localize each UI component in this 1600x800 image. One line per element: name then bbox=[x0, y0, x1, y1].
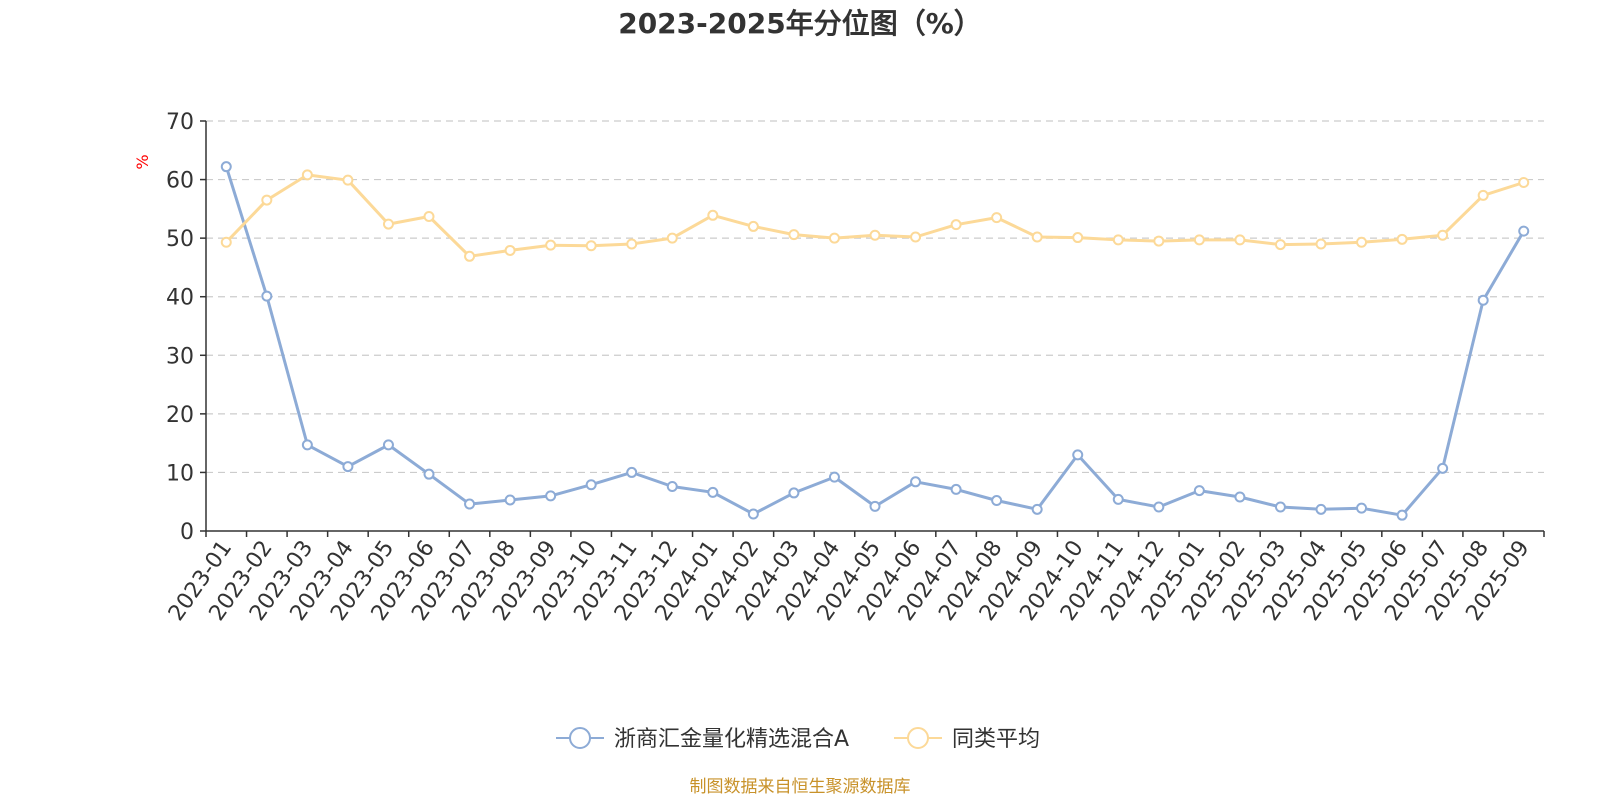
data-point-series-1[interactable] bbox=[1396, 509, 1408, 521]
data-point-series-1[interactable] bbox=[1234, 491, 1246, 503]
data-point-series-1[interactable] bbox=[585, 479, 597, 491]
data-point-series-1[interactable] bbox=[1477, 294, 1489, 306]
data-point-series-2[interactable] bbox=[301, 169, 313, 181]
data-point-series-2[interactable] bbox=[423, 210, 435, 222]
data-point-series-2[interactable] bbox=[707, 209, 719, 221]
data-point-series-1[interactable] bbox=[342, 461, 354, 473]
data-point-series-2[interactable] bbox=[869, 229, 881, 241]
y-tick-label: 60 bbox=[166, 169, 194, 194]
data-point-series-1[interactable] bbox=[423, 468, 435, 480]
data-point-series-1[interactable] bbox=[1315, 503, 1327, 515]
data-point-series-2[interactable] bbox=[1315, 238, 1327, 250]
data-point-series-2[interactable] bbox=[220, 236, 232, 248]
data-point-series-1[interactable] bbox=[261, 290, 273, 302]
y-tick-label: 70 bbox=[166, 110, 194, 135]
y-tick-label: 40 bbox=[166, 286, 194, 311]
data-point-series-2[interactable] bbox=[382, 218, 394, 230]
legend-item-series-2[interactable]: 同类平均 bbox=[894, 727, 1040, 752]
data-point-series-2[interactable] bbox=[1112, 234, 1124, 246]
data-point-series-2[interactable] bbox=[261, 194, 273, 206]
x-axis: 2023-012023-022023-032023-042023-052023-… bbox=[164, 530, 1545, 626]
data-point-series-1[interactable] bbox=[747, 508, 759, 520]
data-point-series-1[interactable] bbox=[788, 487, 800, 499]
data-point-series-1[interactable] bbox=[626, 466, 638, 478]
data-point-series-2[interactable] bbox=[666, 232, 678, 244]
y-tick-label: 20 bbox=[166, 403, 194, 428]
data-point-series-2[interactable] bbox=[1356, 236, 1368, 248]
data-point-series-1[interactable] bbox=[1356, 502, 1368, 514]
data-point-series-2[interactable] bbox=[1193, 234, 1205, 246]
legend-label-series-2: 同类平均 bbox=[952, 727, 1040, 752]
data-point-series-1[interactable] bbox=[220, 161, 232, 173]
data-point-series-2[interactable] bbox=[342, 174, 354, 186]
data-point-series-2[interactable] bbox=[950, 219, 962, 231]
data-point-series-2[interactable] bbox=[1396, 233, 1408, 245]
data-point-series-1[interactable] bbox=[910, 476, 922, 488]
data-point-series-1[interactable] bbox=[1072, 449, 1084, 461]
data-point-series-1[interactable] bbox=[1153, 501, 1165, 513]
data-point-series-1[interactable] bbox=[1274, 501, 1286, 513]
chart-title: 2023-2025年分位图（%） bbox=[618, 7, 982, 40]
y-tick-label: 0 bbox=[180, 520, 194, 545]
y-axis: 0 10 20 30 40 50 60 70 bbox=[166, 110, 207, 545]
data-point-series-1[interactable] bbox=[950, 483, 962, 495]
data-point-series-2[interactable] bbox=[626, 238, 638, 250]
data-point-series-2[interactable] bbox=[910, 231, 922, 243]
source-note: 制图数据来自恒生聚源数据库 bbox=[690, 777, 911, 797]
data-point-series-1[interactable] bbox=[1193, 485, 1205, 497]
data-point-series-1[interactable] bbox=[707, 486, 719, 498]
data-point-series-1[interactable] bbox=[504, 494, 516, 506]
data-point-series-1[interactable] bbox=[1031, 503, 1043, 515]
data-point-series-1[interactable] bbox=[382, 439, 394, 451]
legend-label-series-1: 浙商汇金量化精选混合A bbox=[614, 727, 849, 752]
data-point-series-2[interactable] bbox=[991, 212, 1003, 224]
y-tick-label: 50 bbox=[166, 227, 194, 252]
data-point-series-2[interactable] bbox=[545, 239, 557, 251]
series-line-2 bbox=[225, 173, 1525, 258]
data-point-series-1[interactable] bbox=[1518, 225, 1530, 237]
data-point-series-1[interactable] bbox=[1437, 462, 1449, 474]
series-lines bbox=[224, 166, 1525, 517]
data-point-series-2[interactable] bbox=[1274, 239, 1286, 251]
legend[interactable]: 浙商汇金量化精选混合A 同类平均 bbox=[556, 727, 1040, 752]
data-point-series-2[interactable] bbox=[1153, 235, 1165, 247]
data-point-series-2[interactable] bbox=[464, 250, 476, 262]
data-point-series-1[interactable] bbox=[666, 480, 678, 492]
data-point-series-1[interactable] bbox=[301, 439, 313, 451]
legend-item-series-1[interactable]: 浙商汇金量化精选混合A bbox=[556, 727, 849, 752]
data-point-series-2[interactable] bbox=[1477, 189, 1489, 201]
data-point-series-1[interactable] bbox=[464, 498, 476, 510]
data-point-series-2[interactable] bbox=[1031, 231, 1043, 243]
data-point-series-2[interactable] bbox=[1072, 232, 1084, 244]
data-point-series-2[interactable] bbox=[1234, 234, 1246, 246]
grid-lines bbox=[206, 120, 1544, 474]
data-point-series-2[interactable] bbox=[788, 229, 800, 241]
data-point-series-2[interactable] bbox=[747, 220, 759, 232]
data-point-series-1[interactable] bbox=[828, 471, 840, 483]
data-point-series-1[interactable] bbox=[869, 500, 881, 512]
data-point-series-2[interactable] bbox=[585, 240, 597, 252]
data-point-series-1[interactable] bbox=[991, 495, 1003, 507]
data-point-series-2[interactable] bbox=[828, 232, 840, 244]
data-point-series-2[interactable] bbox=[1437, 229, 1449, 241]
y-tick-label: 10 bbox=[166, 461, 194, 486]
data-point-series-1[interactable] bbox=[545, 490, 557, 502]
data-point-series-2[interactable] bbox=[504, 244, 516, 256]
series-points bbox=[220, 161, 1530, 521]
y-axis-label: % bbox=[133, 154, 152, 169]
data-point-series-2[interactable] bbox=[1518, 177, 1530, 188]
y-tick-label: 30 bbox=[166, 344, 194, 369]
data-point-series-1[interactable] bbox=[1112, 493, 1124, 505]
